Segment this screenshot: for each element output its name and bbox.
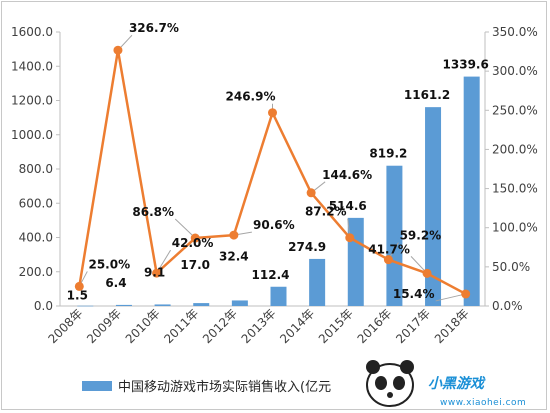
- y-right-tick-label: 150.0%: [492, 182, 538, 196]
- growth-value-label: 246.9%: [226, 90, 276, 104]
- bar: [270, 286, 287, 306]
- growth-label-leader: [435, 293, 466, 302]
- bar-value-label: 6.4: [105, 276, 126, 290]
- y-left-tick-label: 400.0: [19, 231, 53, 245]
- x-tick-label: 2015年: [316, 306, 356, 346]
- bar: [115, 304, 132, 306]
- growth-value-label: 87.2%: [305, 205, 347, 219]
- axes-group: 0.0 200.0 400.0 600.0 800.0 1000.0 1200.0 1400.…: [11, 25, 538, 313]
- bar-value-label: 32.4: [219, 249, 249, 263]
- x-tick-label: 2012年: [200, 306, 240, 346]
- bar-value-label: 274.9: [288, 240, 326, 254]
- growth-point: [152, 268, 162, 278]
- bar: [77, 305, 94, 307]
- watermark-logo-text: 小黑游戏: [428, 375, 486, 392]
- bar-value-label: 1.5: [67, 289, 88, 303]
- growth-point: [113, 45, 123, 55]
- growth-point: [422, 268, 432, 278]
- growth-value-label: 90.6%: [253, 218, 295, 232]
- panda-ear-right-icon: [400, 360, 414, 374]
- y-left-tick-label: 200.0: [19, 265, 53, 279]
- bar-value-label: 112.4: [252, 268, 290, 282]
- y-left-tick-label: 1400.0: [11, 59, 53, 73]
- growth-value-label: 59.2%: [400, 229, 442, 243]
- bar-value-label: 819.2: [369, 147, 407, 161]
- watermark-logo: 小黑游戏 www.xiaohei.com: [366, 360, 546, 408]
- y-left-tick-label: 1600.0: [11, 25, 53, 39]
- y-left-tick-label: 0.0: [34, 299, 53, 313]
- panda-ear-left-icon: [366, 360, 380, 374]
- watermark-url: www.xiaohei.com: [440, 398, 526, 408]
- growth-point: [74, 281, 84, 291]
- panda-nose-icon: [387, 392, 393, 398]
- growth-point: [383, 255, 393, 265]
- x-tick-label: 2017年: [393, 306, 433, 346]
- growth-point: [306, 188, 316, 198]
- growth-value-label: 41.7%: [368, 242, 410, 256]
- bar: [154, 304, 171, 306]
- bars-group: [77, 76, 480, 307]
- y-right-tick-label: 200.0%: [492, 142, 538, 156]
- y-left-tick-label: 1000.0: [11, 128, 53, 142]
- growth-value-label: 15.4%: [393, 287, 435, 301]
- growth-point: [190, 233, 200, 243]
- y-right-tick-label: 100.0%: [492, 221, 538, 235]
- x-tick-label: 2010年: [123, 306, 163, 346]
- panda-head-icon: [366, 363, 414, 407]
- x-tick-label: 2016年: [355, 306, 395, 346]
- bar-value-label: 17.0: [180, 258, 210, 272]
- y-left-tick-label: 1200.0: [11, 94, 53, 108]
- bar: [425, 107, 442, 306]
- growth-line-group: [74, 45, 471, 299]
- y-right-tick-label: 0.0%: [492, 299, 523, 313]
- bar-value-label: 9.1: [144, 265, 165, 279]
- growth-value-label: 42.0%: [172, 236, 214, 250]
- y-right-tick-label: 50.0%: [492, 260, 530, 274]
- y-right-tick-label: 250.0%: [492, 103, 538, 117]
- x-tick-label: 2013年: [239, 306, 279, 346]
- panda-eye-left-icon: [375, 376, 387, 390]
- growth-point: [345, 233, 355, 243]
- bar: [463, 76, 480, 306]
- bar-value-label: 1339.6: [443, 58, 489, 72]
- watermark-badge: [418, 366, 546, 400]
- x-tick-label: 2018年: [432, 306, 472, 346]
- growth-value-label: 25.0%: [88, 257, 130, 271]
- bar-value-label: 514.6: [329, 199, 367, 213]
- growth-point: [229, 230, 239, 240]
- bar: [347, 217, 364, 306]
- y-left-tick-label: 600.0: [19, 196, 53, 210]
- growth-value-label: 86.8%: [132, 205, 174, 219]
- bar: [193, 303, 210, 306]
- growth-label-leader: [174, 218, 196, 239]
- bar-value-label: 1161.2: [404, 88, 450, 102]
- y-left-tick-label: 800.0: [19, 162, 53, 176]
- growth-point: [461, 289, 471, 299]
- growth-point: [268, 108, 277, 118]
- growth-value-label: 326.7%: [129, 21, 179, 35]
- legend-label-bar: 中国移动游戏市场实际销售收入(亿元: [118, 379, 331, 395]
- x-tick-label: 2014年: [277, 306, 317, 346]
- bar: [386, 165, 403, 306]
- y-right-tick-label: 300.0%: [492, 64, 538, 78]
- x-tick-labels-group: 2008年2009年2010年2011年2012年2013年2014年2015年…: [45, 306, 471, 346]
- legend: 中国移动游戏市场实际销售收入(亿元: [82, 379, 331, 395]
- bar: [309, 258, 326, 306]
- growth-value-label: 144.6%: [322, 168, 372, 182]
- y-right-tick-label: 350.0%: [492, 25, 538, 39]
- x-tick-label: 2009年: [84, 306, 124, 346]
- legend-swatch-bar: [82, 381, 112, 391]
- bar: [231, 300, 248, 306]
- x-tick-label: 2011年: [161, 306, 201, 346]
- panda-eye-right-icon: [393, 376, 405, 390]
- growth-line: [78, 48, 467, 296]
